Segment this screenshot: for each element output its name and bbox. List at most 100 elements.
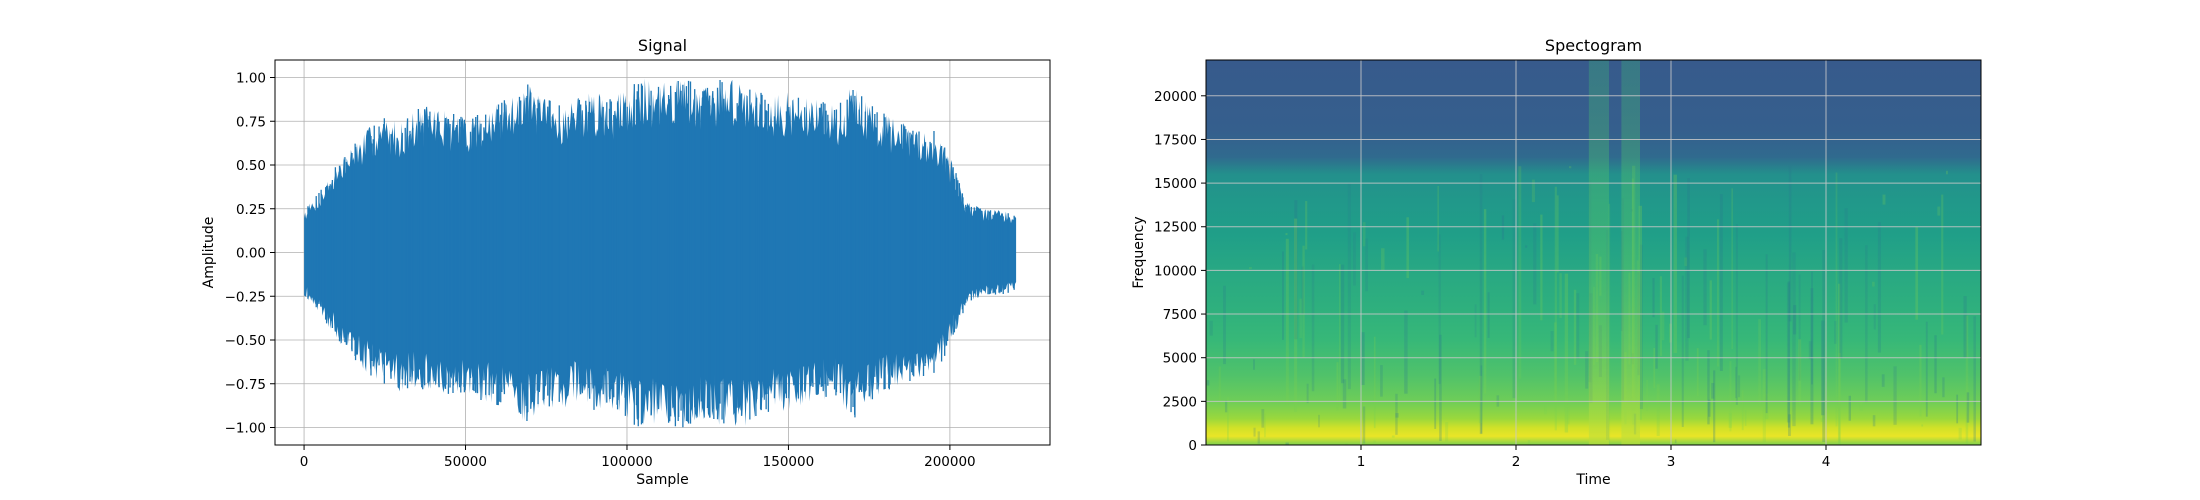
spectrogram-texture-streak xyxy=(1553,322,1557,402)
spectrogram-texture-streak xyxy=(1744,410,1747,426)
spectrogram-texture-streak xyxy=(1474,304,1477,338)
spectrogram-texture-streak xyxy=(1811,271,1813,385)
spectrogram-y-tick-label-5: 12500 xyxy=(1154,220,1197,236)
spectrogram-x-label: Time xyxy=(1575,472,1610,488)
spectrogram-texture-streak xyxy=(1915,226,1919,320)
spectrogram-texture-streak xyxy=(1834,320,1837,344)
spectrogram-texture-streak xyxy=(1838,352,1841,445)
spectrogram-y-tick-label-3: 7500 xyxy=(1163,307,1197,323)
spectrogram-texture-streak xyxy=(1518,166,1522,379)
spectrogram-texture-streak xyxy=(1344,443,1348,445)
spectrogram-texture-streak xyxy=(1362,222,1366,247)
spectrogram-texture-streak xyxy=(1227,397,1229,442)
signal-y-ticks: −1.00 −0.75 −0.50 −0.25 0.00 0.25 0.50 0.75 1.00 xyxy=(225,71,275,437)
spectrogram-texture-streak xyxy=(1294,218,1298,412)
spectrogram-texture-streak xyxy=(1361,332,1365,386)
spectrogram-texture-streak xyxy=(1893,366,1897,425)
spectrogram-texture-streak xyxy=(1353,232,1356,286)
spectrogram-texture-streak xyxy=(1218,366,1221,405)
spectrogram-texture-streak xyxy=(1487,292,1490,338)
spectrogram-texture-streak xyxy=(1556,195,1559,273)
spectrogram-high-energy-band-0 xyxy=(1588,60,1609,445)
spectrogram-texture-streak xyxy=(1438,234,1441,384)
spectrogram-texture-streak xyxy=(1362,406,1366,444)
spectrogram-texture-streak xyxy=(1318,414,1320,428)
signal-x-label: Sample xyxy=(636,472,689,488)
spectrogram-texture-streak xyxy=(1439,334,1442,441)
spectrogram-texture-streak xyxy=(1788,165,1792,322)
spectrogram-texture-streak xyxy=(1365,238,1368,292)
spectrogram-texture-streak xyxy=(1719,194,1723,371)
spectrogram-texture-streak xyxy=(1585,351,1589,389)
spectrogram-texture-streak xyxy=(1336,362,1339,411)
signal-y-tick-label-5: 0.25 xyxy=(236,202,266,218)
spectrogram-texture-streak xyxy=(1708,399,1711,417)
signal-x-tick-label-3: 150000 xyxy=(763,454,815,470)
spectrogram-y-tick-label-8: 20000 xyxy=(1154,89,1197,105)
spectrogram-texture-streak xyxy=(1479,174,1483,435)
spectrogram-texture-streak xyxy=(1728,412,1732,428)
spectrogram-texture-streak xyxy=(1839,238,1843,359)
spectrogram-texture-streak xyxy=(1656,384,1660,436)
spectrogram-texture-streak xyxy=(1531,179,1535,203)
spectrogram-texture-streak xyxy=(1253,359,1255,370)
spectrogram-texture-streak xyxy=(1395,413,1399,418)
spectrogram-texture-streak xyxy=(1737,375,1741,398)
spectrogram-texture-streak xyxy=(1685,236,1689,361)
spectrogram-grid xyxy=(1206,60,1981,445)
signal-y-tick-label-6: 0.50 xyxy=(236,158,266,174)
signal-series-line xyxy=(304,78,1017,426)
spectrogram-texture-streak xyxy=(1285,442,1289,445)
spectrogram-texture-streak xyxy=(1224,400,1228,413)
spectrogram-texture-streak xyxy=(1820,418,1824,422)
spectrogram-texture-streak xyxy=(1395,393,1398,435)
spectrogram-high-energy-band-1 xyxy=(1621,60,1640,445)
spectrogram-chart: 1 2 3 4 0 2500 5000 7500 10000 12500 15000 17500 20… xyxy=(1131,36,1982,488)
spectrogram-texture-streak xyxy=(1342,379,1347,409)
spectrogram-texture-streak xyxy=(1709,280,1712,340)
spectrogram-texture-streak xyxy=(1792,252,1796,427)
spectrogram-texture-streak xyxy=(1294,200,1298,340)
spectrogram-texture-streak xyxy=(1877,222,1881,353)
spectrogram-y-tick-label-2: 5000 xyxy=(1163,351,1197,367)
spectrogram-texture-streak xyxy=(1347,183,1351,390)
spectrogram-texture-streak xyxy=(1821,320,1825,416)
signal-y-tick-label-4: 0.00 xyxy=(236,246,266,262)
spectrogram-texture-streak xyxy=(1567,404,1570,425)
spectrogram-texture-streak xyxy=(1302,245,1305,358)
spectrogram-texture-streak xyxy=(1483,209,1487,394)
spectrogram-plot-frame xyxy=(1205,59,1982,446)
spectrogram-texture-streak xyxy=(1965,315,1969,444)
spectrogram-texture-streak xyxy=(1338,264,1341,406)
spectrogram-texture-streak xyxy=(1525,245,1528,248)
spectrogram-texture-streak xyxy=(1380,365,1383,397)
spectrogram-texture-streak xyxy=(1576,293,1580,359)
spectrogram-texture-streak xyxy=(1437,186,1439,252)
spectrogram-texture-streak xyxy=(1848,395,1851,421)
spectrogram-title: Spectogram xyxy=(1545,36,1642,55)
spectrogram-texture-streak xyxy=(1881,374,1885,387)
spectrogram-texture-streak xyxy=(1729,361,1732,432)
spectrogram-texture-streak xyxy=(1731,188,1734,349)
spectrogram-x-ticks: 1 2 3 4 xyxy=(1357,445,1830,470)
spectrogram-x-tick-label-1: 2 xyxy=(1512,454,1521,470)
spectrogram-x-tick-label-0: 1 xyxy=(1357,454,1366,470)
spectrogram-texture-streak xyxy=(1550,331,1554,352)
signal-x-tick-label-2: 100000 xyxy=(601,454,653,470)
spectrogram-y-tick-label-7: 17500 xyxy=(1154,132,1197,148)
spectrogram-texture-streak xyxy=(1958,427,1962,440)
spectrogram-texture-streak xyxy=(1844,208,1848,323)
spectrogram-x-tick-label-2: 3 xyxy=(1667,454,1676,470)
spectrogram-texture-streak xyxy=(1810,288,1814,425)
signal-series-spikes xyxy=(307,80,1015,428)
spectrogram-texture-streak xyxy=(1808,341,1813,360)
spectrogram-texture-streak xyxy=(1373,336,1376,429)
spectrogram-texture-streak xyxy=(1253,427,1256,437)
spectrogram-texture-streak xyxy=(1872,281,1875,287)
spectrogram-texture-streak xyxy=(1788,414,1791,436)
spectrogram-texture-streak xyxy=(1707,350,1710,425)
spectrogram-texture-streak xyxy=(1696,348,1699,397)
signal-y-tick-label-2: −0.50 xyxy=(225,333,266,349)
spectrogram-texture-streak xyxy=(1638,205,1643,420)
